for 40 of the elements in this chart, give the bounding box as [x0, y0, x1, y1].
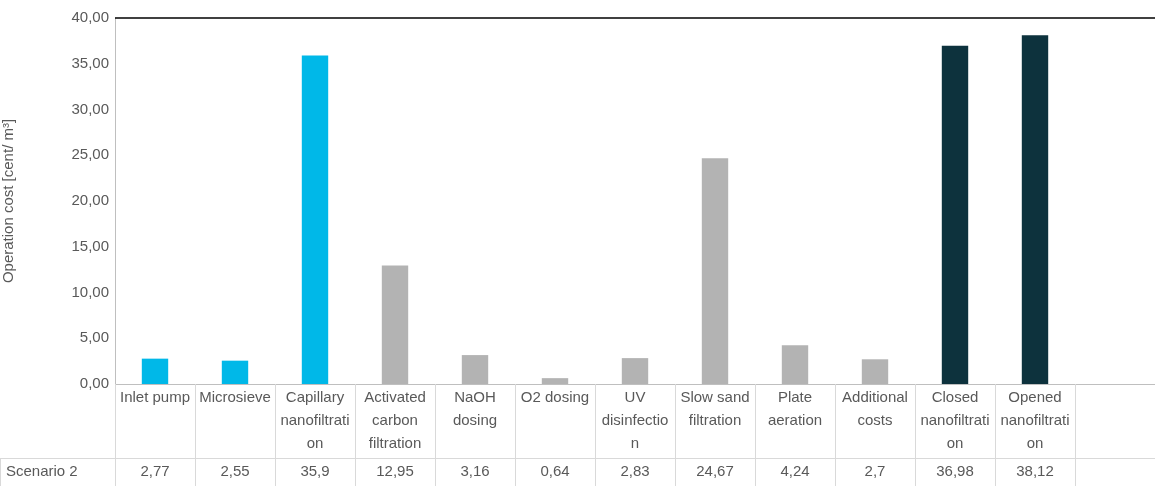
- x-tick-label: Inlet pump: [119, 388, 191, 406]
- x-tick-label: Microsieve: [199, 388, 271, 406]
- data-label: 0,64: [540, 462, 570, 480]
- data-label: 3,16: [460, 462, 490, 480]
- data-label: 2,7: [864, 462, 886, 480]
- x-tick-label: Slow sand filtration: [680, 388, 750, 429]
- bar: [301, 55, 329, 384]
- y-tick-label: 5,00: [79, 328, 109, 346]
- data-label: 2,77: [140, 462, 170, 480]
- y-tick-label: 25,00: [71, 145, 109, 163]
- x-tick-label: Activated carbon filtration: [364, 388, 426, 452]
- bar: [941, 45, 969, 384]
- bar: [1021, 35, 1049, 384]
- text: Scenario 2: [6, 462, 78, 480]
- y-tick-label: 35,00: [71, 53, 109, 71]
- x-tick-label: Capillary nanofiltration: [280, 388, 350, 452]
- y-tick-label: 30,00: [71, 99, 109, 117]
- y-tick-label: 20,00: [71, 191, 109, 209]
- data-label: 38,12: [1016, 462, 1054, 480]
- y-tick-label: 0,00: [79, 374, 109, 392]
- x-tick-label: O2 dosing: [520, 388, 590, 406]
- bar: [221, 360, 249, 384]
- x-tick-label: Plate aeration: [767, 388, 823, 429]
- data-label: 35,9: [300, 462, 330, 480]
- data-label: 12,95: [376, 462, 414, 480]
- data-label: 36,98: [936, 462, 974, 480]
- y-axis-title: Operation cost [cent/ m³]: [0, 118, 17, 284]
- x-tick-label: UV disinfection: [601, 388, 669, 452]
- y-tick-label: 15,00: [71, 236, 109, 254]
- y-tick-label: 10,00: [71, 282, 109, 300]
- x-tick-label: Additional costs: [842, 388, 908, 429]
- data-label: 2,83: [620, 462, 650, 480]
- data-label: 4,24: [780, 462, 810, 480]
- data-label: 2,55: [220, 462, 250, 480]
- x-tick-label: NaOH dosing: [452, 388, 498, 429]
- y-tick-label: 40,00: [71, 8, 109, 26]
- x-tick-label: Closed nanofiltration: [920, 388, 990, 452]
- data-label: 24,67: [696, 462, 734, 480]
- x-tick-label: Opened nanofiltration: [1000, 388, 1070, 452]
- bar: [141, 358, 169, 384]
